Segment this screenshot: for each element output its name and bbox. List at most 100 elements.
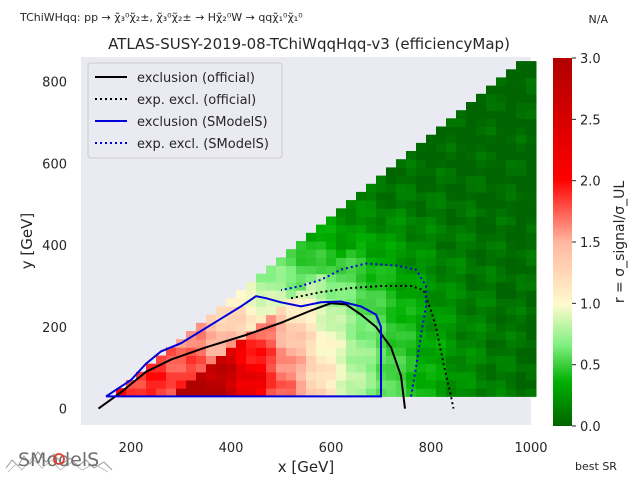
- heatmap-cell: [356, 281, 367, 291]
- heatmap-cell: [346, 273, 357, 283]
- heatmap-cell: [216, 388, 227, 397]
- heatmap-cell: [166, 371, 177, 381]
- colorbar: [553, 58, 572, 426]
- heatmap-cell: [376, 216, 387, 226]
- heatmap-cell: [276, 371, 287, 381]
- exclusion-curves: [97, 262, 455, 410]
- heatmap-cell: [146, 380, 157, 389]
- heatmap-cell: [496, 77, 507, 87]
- heatmap-cell: [506, 339, 517, 348]
- heatmap-cell: [306, 249, 317, 258]
- heatmap-cell: [486, 224, 497, 234]
- heatmap-cell: [526, 306, 537, 316]
- heatmap-cell: [476, 298, 487, 307]
- heatmap-cell: [446, 257, 457, 267]
- heatmap-cell: [296, 306, 307, 316]
- heatmap-cell: [306, 314, 317, 324]
- heatmap-cell: [516, 69, 527, 78]
- heatmap-cell: [256, 290, 267, 299]
- heatmap-cell: [366, 208, 377, 217]
- heatmap-cell: [406, 216, 417, 226]
- heatmap-cell: [326, 314, 337, 324]
- heatmap-cell: [346, 322, 357, 332]
- heatmap-cell: [496, 85, 507, 95]
- heatmap-cell: [516, 371, 527, 381]
- heatmap-cell: [436, 232, 447, 242]
- heatmap-cell: [376, 224, 387, 234]
- heatmap-cell: [406, 175, 417, 185]
- heatmap-cell: [496, 118, 507, 127]
- logo-text: SModelS: [18, 449, 99, 471]
- heatmap-cell: [486, 142, 497, 152]
- heatmap-cell: [466, 363, 477, 373]
- heatmap-cell: [486, 388, 497, 397]
- heatmap-cell: [196, 371, 207, 381]
- heatmap-cell: [416, 200, 427, 209]
- heatmap-cell: [256, 355, 267, 365]
- heatmap-cell: [436, 273, 447, 283]
- heatmap-cell: [416, 265, 427, 275]
- heatmap-cell: [506, 191, 517, 201]
- colorbar-tick-label: 1.5: [580, 236, 601, 251]
- heatmap-cell: [506, 347, 517, 356]
- heatmap-cell: [356, 314, 367, 324]
- heatmap-cell: [246, 339, 257, 348]
- heatmap-cell: [356, 331, 367, 340]
- heatmap-cell: [446, 380, 457, 389]
- heatmap-cell: [456, 380, 467, 389]
- heatmap-cell: [406, 339, 417, 348]
- heatmap-cell: [476, 232, 487, 242]
- heatmap-cell: [526, 232, 537, 242]
- exp-excl-smodels--curve: [280, 262, 427, 397]
- heatmap-cell: [296, 388, 307, 397]
- heatmap-cell: [396, 314, 407, 324]
- heatmap-cell: [336, 322, 347, 332]
- heatmap-cell: [326, 273, 337, 283]
- heatmap-cell: [406, 167, 417, 177]
- heatmap-cell: [446, 265, 457, 275]
- heatmap-cell: [356, 241, 367, 250]
- heatmap-cell: [406, 257, 417, 267]
- heatmap-cell: [176, 347, 187, 356]
- heatmap-cell: [346, 216, 357, 226]
- heatmap-cell: [466, 371, 477, 381]
- heatmap-cell: [206, 371, 217, 381]
- heatmap-cell: [386, 355, 397, 365]
- heatmap-cell: [476, 110, 487, 119]
- heatmap-cell: [496, 142, 507, 152]
- heatmap-cell: [286, 298, 297, 307]
- heatmap-cell: [186, 380, 197, 389]
- heatmap-cell: [476, 314, 487, 324]
- heatmap-cell: [236, 380, 247, 389]
- heatmap-cell: [296, 265, 307, 275]
- heatmap-cell: [446, 126, 457, 136]
- heatmap-cell: [356, 380, 367, 389]
- heatmap-cell: [326, 281, 337, 291]
- heatmap-cell: [316, 249, 327, 258]
- heatmap-cell: [486, 355, 497, 365]
- heatmap-cell: [326, 388, 337, 397]
- heatmap-cell: [436, 151, 447, 160]
- heatmap-cell: [356, 355, 367, 365]
- heatmap-cell: [236, 388, 247, 397]
- heatmap-cell: [366, 380, 377, 389]
- heatmap-cell: [356, 363, 367, 373]
- heatmap-cell: [526, 249, 537, 258]
- heatmap-cell: [476, 355, 487, 365]
- heatmap-cell: [446, 216, 457, 226]
- heatmap-cell: [416, 159, 427, 168]
- heatmap-cell: [236, 371, 247, 381]
- heatmap-cell: [426, 167, 437, 177]
- heatmap-cell: [446, 347, 457, 356]
- process-label: TChiWHqq: pp → χ̃₃⁰χ̃₂±, χ̃₃⁰χ̃₂± → Hχ̃₂…: [19, 11, 303, 24]
- heatmap-cell: [346, 208, 357, 217]
- heatmap-cell: [456, 363, 467, 373]
- heatmap-cell: [456, 200, 467, 209]
- heatmap-cell: [486, 191, 497, 201]
- heatmap-cell: [446, 167, 457, 177]
- heatmap-cell: [396, 241, 407, 250]
- heatmap-cell: [426, 331, 437, 340]
- heatmap-cell: [196, 322, 207, 332]
- heatmap-cell: [436, 363, 447, 373]
- heatmap-cell: [276, 314, 287, 324]
